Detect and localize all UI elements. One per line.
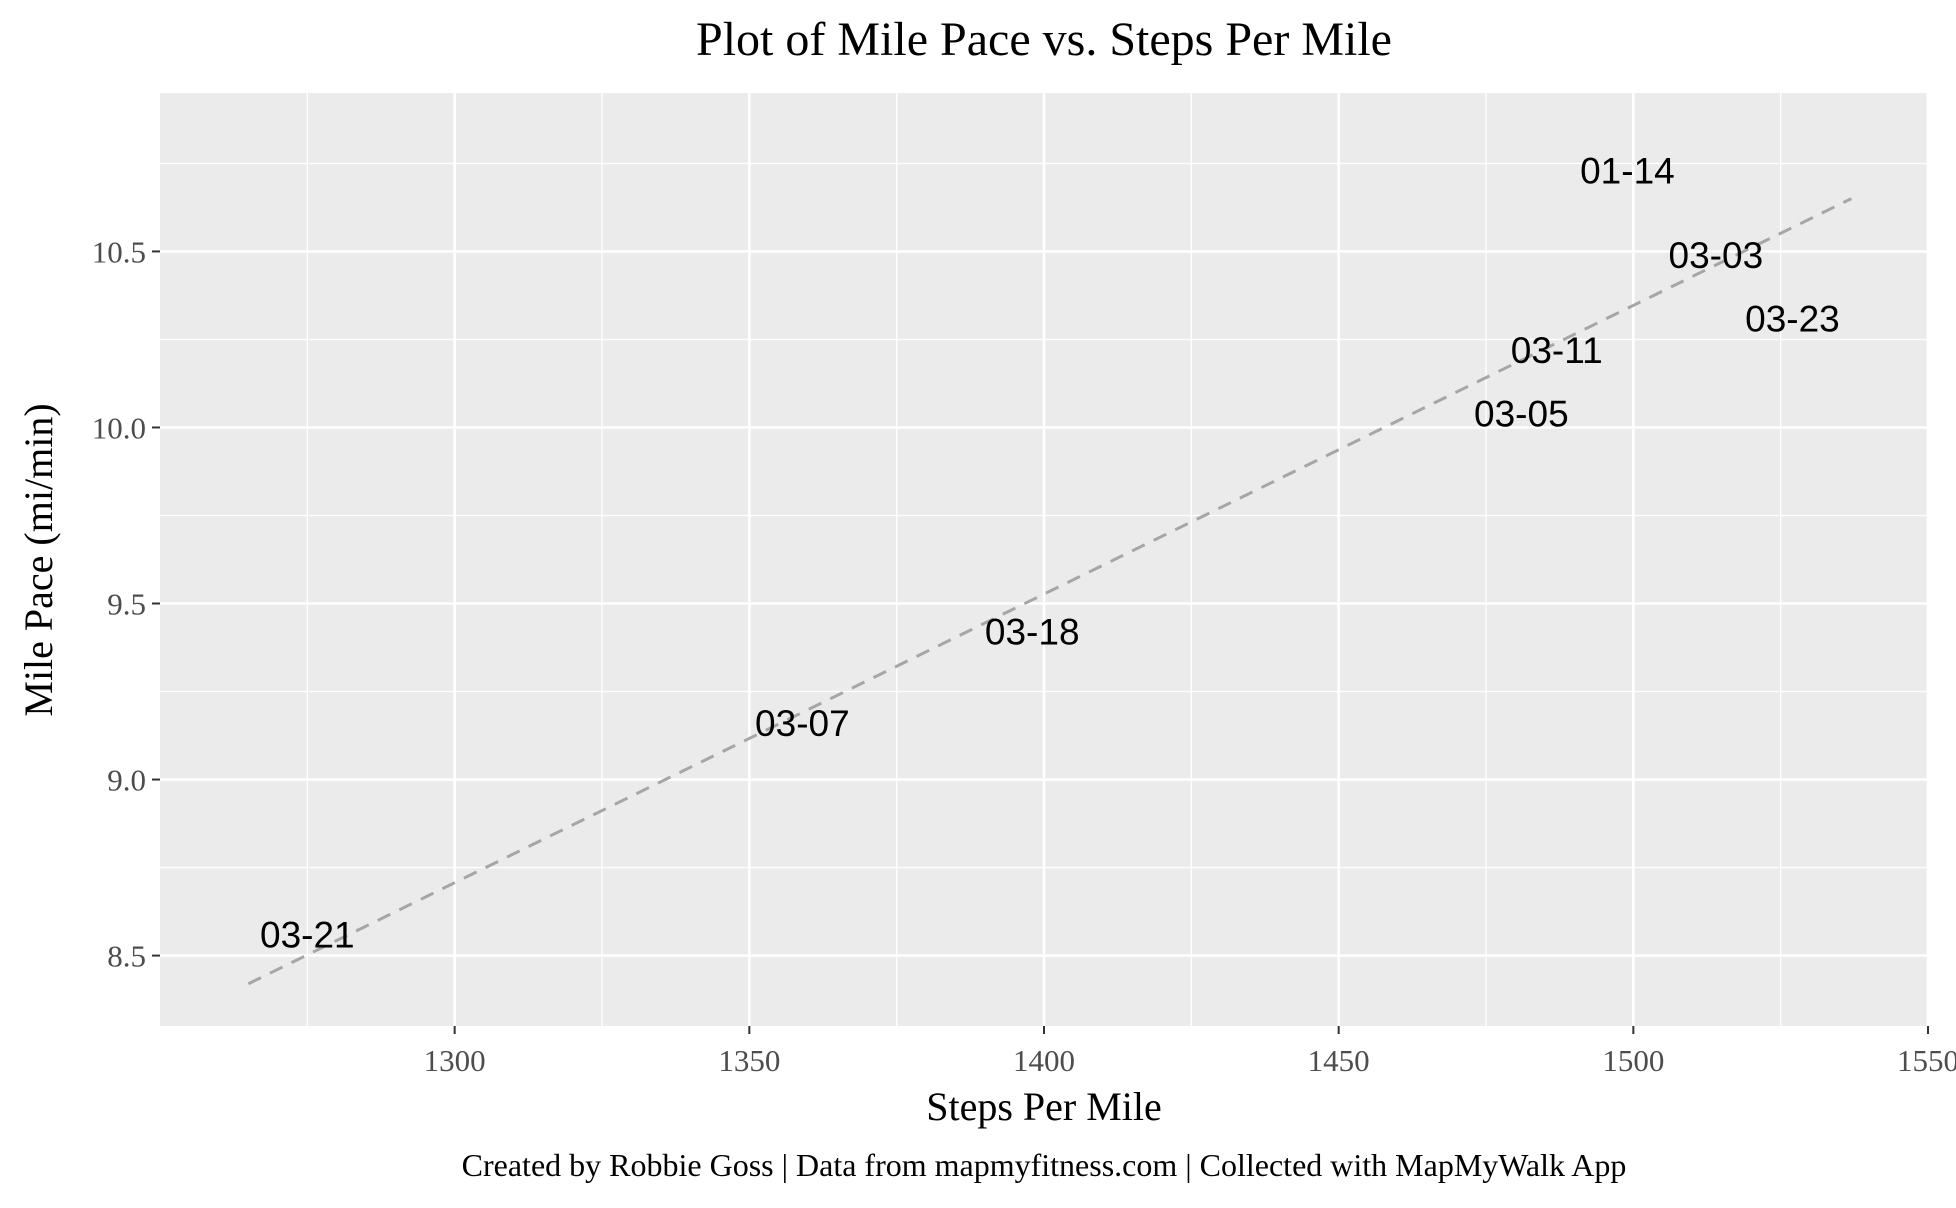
trend-line [247,197,1853,986]
x-tick-label: 1450 [1308,1043,1370,1078]
y-tick-label: 10.0 [92,410,146,445]
y-axis-title: Mile Pace (mi/min) [16,403,61,716]
point-label: 01-14 [1580,150,1675,191]
point-label: 03-11 [1511,330,1603,371]
x-tick-label: 1350 [718,1043,780,1078]
point-label: 03-07 [755,703,850,744]
major-gridlines [160,93,1930,1026]
x-tick-label: 1400 [1013,1043,1075,1078]
chart-title: Plot of Mile Pace vs. Steps Per Mile [696,13,1392,66]
x-tick-label: 1300 [424,1043,486,1078]
x-tick-label: 1550 [1897,1043,1956,1078]
y-tick-label: 10.5 [92,234,146,269]
x-tick-label: 1500 [1602,1043,1664,1078]
point-label: 03-03 [1669,235,1764,276]
chart-caption: Created by Robbie Goss | Data from mapmy… [462,1147,1627,1183]
y-tick-label: 9.5 [107,587,146,622]
x-axis-title: Steps Per Mile [926,1084,1162,1129]
point-label: 03-05 [1474,393,1569,434]
point-labels-layer: 01-14 03-03 03-23 03-11 03-05 03-18 03-07 03-21 [260,150,1840,955]
y-tick-label: 8.5 [107,939,146,974]
trendline-layer [247,197,1853,986]
point-label: 03-18 [985,612,1080,653]
y-tick-label: 9.0 [107,763,146,798]
point-label: 03-23 [1745,298,1840,339]
axis-ticks: 1300 1350 1400 1450 1500 1550 8.5 9.0 9.5 10.0 10.… [92,234,1956,1078]
point-label: 03-21 [260,914,355,955]
